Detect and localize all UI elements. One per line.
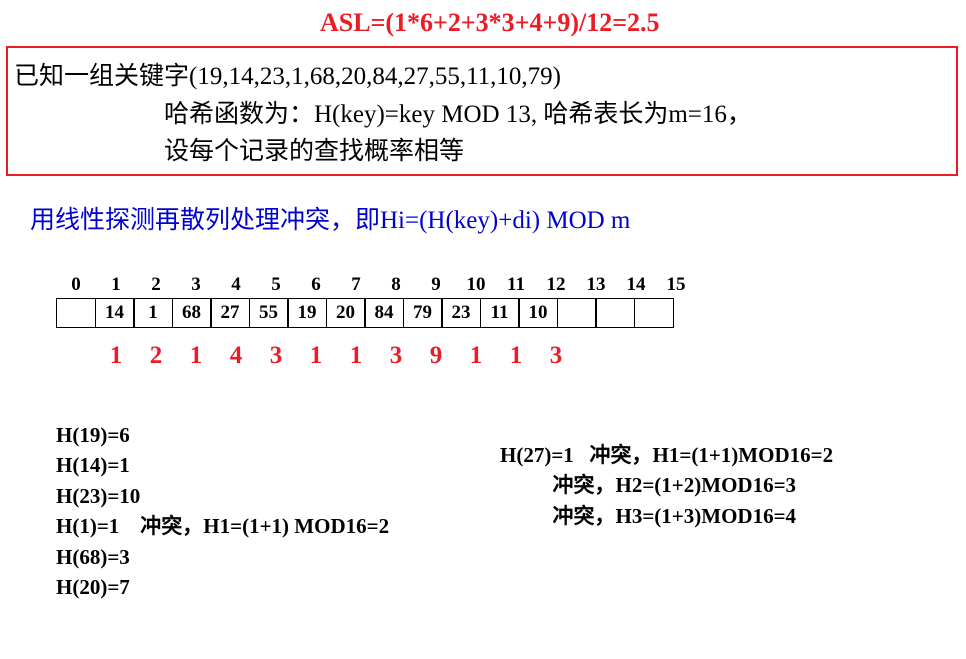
count-cell: 2 [136,342,176,370]
hash-calculations-right: H(27)=1 冲突，H1=(1+1)MOD16=2 冲突，H2=(1+2)MO… [500,440,833,531]
index-cell: 0 [56,274,96,296]
value-cell: 14 [95,298,135,328]
hash-line: H(14)=1 [56,450,389,480]
problem-line1: 已知一组关键字(19,14,23,1,68,20,84,27,55,11,10,… [14,58,950,96]
value-cell: 10 [518,298,558,328]
problem-line3: 设每个记录的查找概率相等 [14,133,950,171]
value-cell: 23 [441,298,481,328]
index-cell: 10 [456,274,496,296]
value-cell [557,298,597,328]
asl-formula: ASL=(1*6+2+3*3+4+9)/12=2.5 [320,8,660,38]
count-cell: 3 [376,342,416,370]
method-line: 用线性探测再散列处理冲突，即Hi=(H(key)+di) MOD m [30,200,630,236]
value-cell: 19 [287,298,327,328]
hash-line: H(23)=10 [56,481,389,511]
value-cell [595,298,635,328]
index-cell: 7 [336,274,376,296]
count-cell: 1 [456,342,496,370]
count-cell: 3 [256,342,296,370]
count-cell: 1 [176,342,216,370]
index-cell: 4 [216,274,256,296]
count-cell: 4 [216,342,256,370]
problem-box: 已知一组关键字(19,14,23,1,68,20,84,27,55,11,10,… [6,46,958,176]
hash-line: H(20)=7 [56,572,389,602]
index-cell: 15 [656,274,696,296]
index-cell: 9 [416,274,456,296]
count-cell: 1 [296,342,336,370]
hash-calculations-left: H(19)=6 H(14)=1 H(23)=10 H(1)=1 冲突，H1=(1… [56,420,389,603]
index-cell: 2 [136,274,176,296]
value-cell: 1 [133,298,173,328]
hash-line: H(1)=1 冲突，H1=(1+1) MOD16=2 [56,511,389,541]
value-cell: 20 [326,298,366,328]
count-row: 1 2 1 4 3 1 1 3 9 1 1 3 [96,342,696,370]
value-cell: 84 [364,298,404,328]
value-cell: 11 [480,298,520,328]
hash-line: H(27)=1 冲突，H1=(1+1)MOD16=2 [500,440,833,470]
index-cell: 13 [576,274,616,296]
index-cell: 5 [256,274,296,296]
hash-table: 0 1 2 3 4 5 6 7 8 9 10 11 12 13 14 15 14… [56,274,696,370]
hash-line: H(19)=6 [56,420,389,450]
value-cell: 68 [172,298,212,328]
count-cell: 1 [336,342,376,370]
hash-line: 冲突，H3=(1+3)MOD16=4 [500,501,833,531]
index-cell: 12 [536,274,576,296]
count-cell: 1 [96,342,136,370]
index-cell: 11 [496,274,536,296]
value-cell [634,298,674,328]
index-cell: 1 [96,274,136,296]
value-row: 14 1 68 27 55 19 20 84 79 23 11 10 [56,298,696,328]
hash-line: H(68)=3 [56,542,389,572]
index-cell: 6 [296,274,336,296]
value-cell [56,298,96,328]
value-cell: 27 [210,298,250,328]
value-cell: 55 [249,298,289,328]
index-cell: 8 [376,274,416,296]
value-cell: 79 [403,298,443,328]
index-row: 0 1 2 3 4 5 6 7 8 9 10 11 12 13 14 15 [56,274,696,296]
count-cell: 1 [496,342,536,370]
problem-line2: 哈希函数为：H(key)=key MOD 13, 哈希表长为m=16， [14,96,950,134]
index-cell: 3 [176,274,216,296]
count-cell: 9 [416,342,456,370]
index-cell: 14 [616,274,656,296]
hash-line: 冲突，H2=(1+2)MOD16=3 [500,470,833,500]
count-cell: 3 [536,342,576,370]
